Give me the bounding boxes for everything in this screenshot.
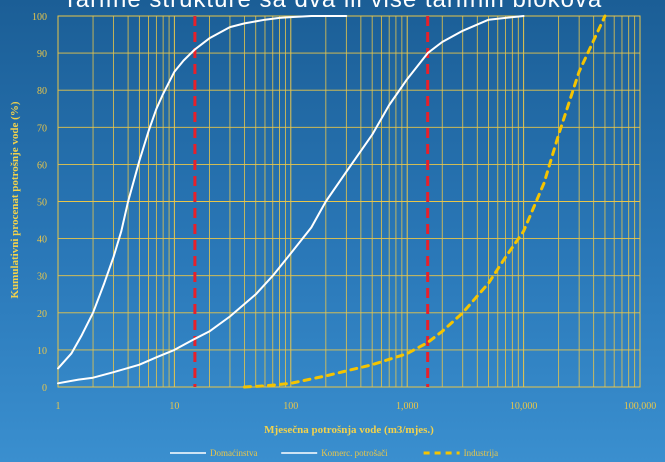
y-tick-labels: 0 10 20 30 40 50 60 70 80 90 100 <box>32 12 47 394</box>
x-tick-label: 10 <box>169 401 179 412</box>
series-line-industrija <box>243 14 607 389</box>
legend-label: Komerc. potrošači <box>321 448 388 458</box>
series-group <box>57 14 607 389</box>
x-tick-label: 1 <box>56 401 61 412</box>
legend: Domaćinstva Komerc. potrošači Industrija <box>170 448 498 458</box>
x-tick-label: 1,000 <box>396 401 419 412</box>
y-tick-label: 50 <box>37 198 47 209</box>
series-line-komerc-potro-a-i <box>57 15 525 385</box>
legend-label: Domaćinstva <box>210 448 258 458</box>
y-tick-label: 0 <box>42 383 47 394</box>
y-tick-label: 80 <box>37 86 47 97</box>
y-tick-label: 70 <box>37 123 47 134</box>
y-tick-label: 40 <box>37 235 47 246</box>
x-axis-title: Mjesečna potrošnja vode (m3/mjes.) <box>264 424 434 436</box>
reference-lines <box>193 16 430 387</box>
y-tick-label: 90 <box>37 49 47 60</box>
x-tick-label: 100 <box>283 401 298 412</box>
x-tick-label: 10,000 <box>510 401 538 412</box>
grid <box>57 15 641 388</box>
x-tick-labels: 1 10 100 1,000 10,000 100,000 <box>56 401 657 412</box>
y-tick-label: 30 <box>37 272 47 283</box>
y-tick-label: 60 <box>37 160 47 171</box>
y-axis-title: Kumulativni procenat potrošnje vode (%) <box>9 101 21 298</box>
legend-label: Industrija <box>464 448 499 458</box>
x-tick-label: 100,000 <box>624 401 657 412</box>
y-tick-label: 10 <box>37 346 47 357</box>
series-line-doma-instva <box>57 15 348 370</box>
chart-title: Tarifne strukture sa dva ili više tarifn… <box>0 0 665 14</box>
y-tick-label: 100 <box>32 12 47 23</box>
y-tick-label: 20 <box>37 309 47 320</box>
